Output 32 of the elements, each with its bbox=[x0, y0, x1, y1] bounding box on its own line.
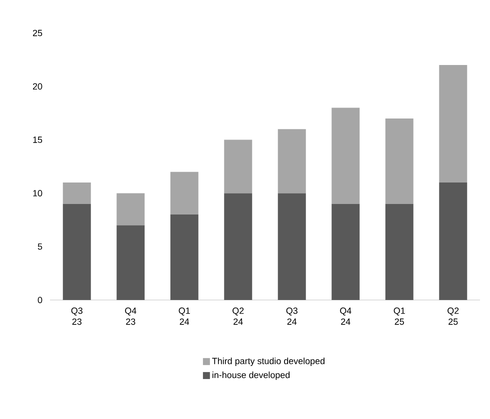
legend-label: in-house developed bbox=[212, 372, 290, 380]
y-tick-label: 0 bbox=[38, 296, 42, 304]
bar bbox=[224, 193, 252, 300]
bar bbox=[385, 204, 414, 300]
x-tick-label: Q2 25 bbox=[448, 308, 459, 325]
y-tick-label: 20 bbox=[32, 83, 42, 90]
x-tick-label: Q4 23 bbox=[125, 308, 136, 325]
bar bbox=[62, 204, 91, 300]
bar bbox=[278, 129, 306, 194]
bar bbox=[278, 193, 306, 300]
bar bbox=[116, 193, 145, 226]
bar bbox=[439, 65, 468, 183]
x-tick-label: Q3 23 bbox=[71, 308, 82, 325]
y-tick-label: 25 bbox=[32, 30, 42, 36]
bar bbox=[439, 182, 468, 300]
bar bbox=[332, 108, 360, 204]
bar bbox=[170, 172, 198, 215]
bar bbox=[385, 118, 414, 204]
y-tick-label: 10 bbox=[33, 190, 42, 196]
bar bbox=[332, 204, 360, 300]
x-tick-label: Q2 24 bbox=[232, 308, 244, 325]
legend-label: Third party studio developed bbox=[212, 358, 324, 366]
x-tick-label: Q4 24 bbox=[340, 308, 352, 325]
x-tick-label: Q1 25 bbox=[394, 308, 405, 325]
x-tick-label: Q1 24 bbox=[178, 308, 190, 325]
y-tick-label: 15 bbox=[33, 136, 42, 143]
x-tick-label: Q3 24 bbox=[286, 308, 298, 325]
bar bbox=[62, 182, 91, 204]
y-tick-label: 5 bbox=[38, 243, 42, 250]
bar bbox=[170, 214, 198, 300]
bar bbox=[116, 225, 145, 300]
bar bbox=[224, 140, 252, 194]
